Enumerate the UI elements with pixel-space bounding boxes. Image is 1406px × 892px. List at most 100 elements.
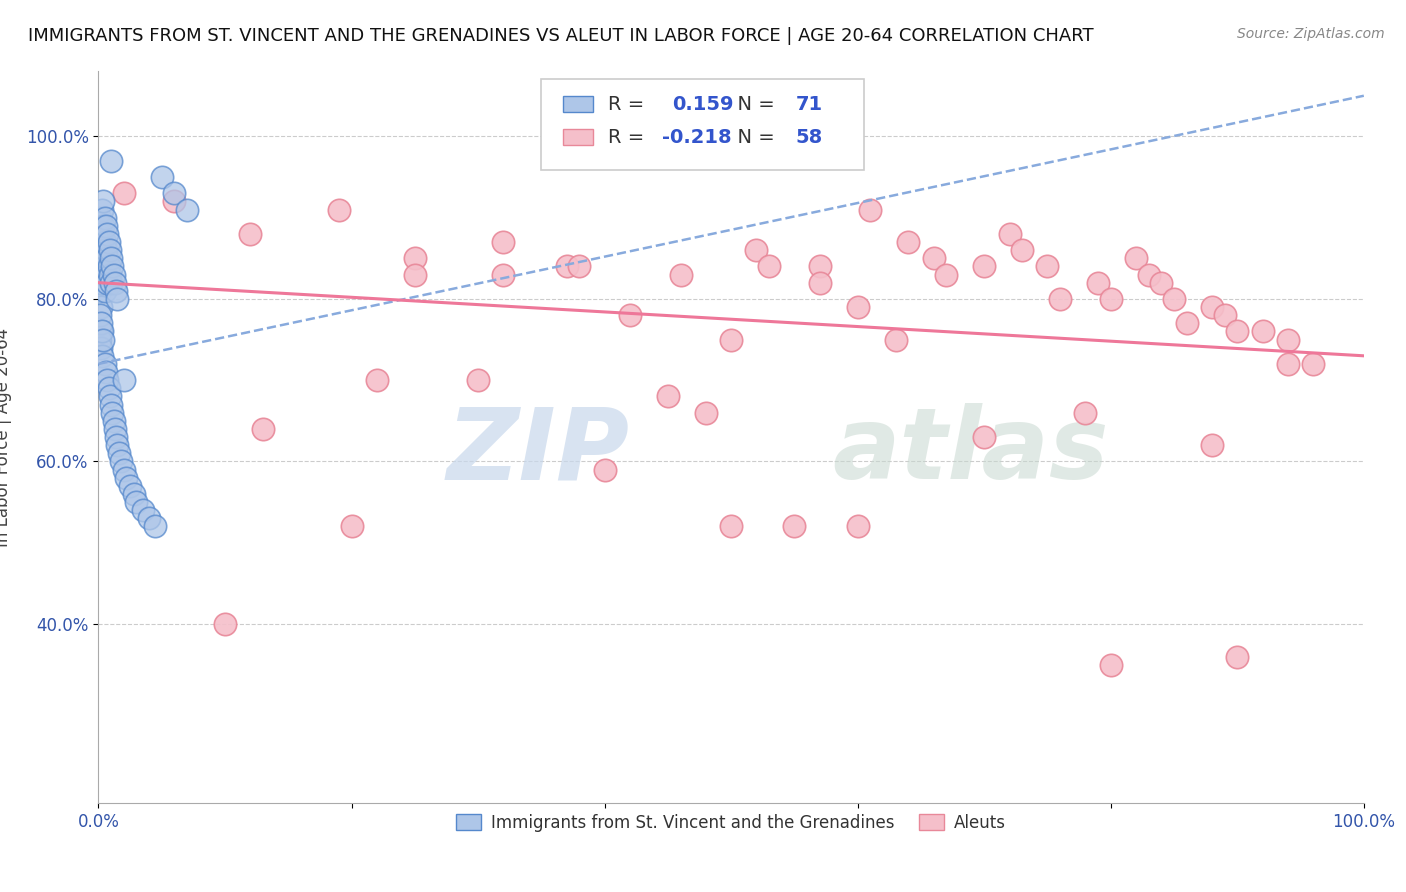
Point [783, 519, 806, 533]
Point [90, 300, 112, 314]
Point [90, 252, 112, 266]
Point [1074, 406, 1097, 420]
Point [89, 333, 111, 347]
Point [884, 333, 907, 347]
FancyBboxPatch shape [541, 78, 863, 170]
Text: N =: N = [725, 128, 780, 146]
Point [1087, 276, 1109, 290]
Point [808, 260, 831, 274]
Point [973, 260, 995, 274]
Point [132, 503, 155, 517]
Point [1163, 292, 1185, 306]
Point [568, 260, 591, 274]
Point [90, 227, 112, 241]
Point [720, 333, 742, 347]
Point [669, 268, 692, 282]
Point [93, 333, 115, 347]
Point [94, 365, 117, 379]
Point [93, 357, 117, 371]
FancyBboxPatch shape [562, 129, 593, 145]
Point [1175, 316, 1198, 330]
Point [125, 495, 148, 509]
Point [94, 268, 117, 282]
Point [91, 227, 114, 241]
Point [1125, 252, 1147, 266]
Point [720, 519, 742, 533]
Point [492, 235, 515, 249]
Point [90, 276, 112, 290]
Point [105, 284, 128, 298]
Point [120, 479, 141, 493]
Point [91, 252, 114, 266]
Point [91, 325, 114, 339]
Point [97, 235, 120, 249]
Point [122, 487, 145, 501]
Point [100, 153, 122, 168]
Point [808, 276, 831, 290]
Point [112, 373, 135, 387]
Point [98, 389, 121, 403]
Point [897, 235, 920, 249]
Point [252, 422, 274, 436]
Point [115, 471, 138, 485]
Point [163, 194, 186, 209]
Point [90, 325, 112, 339]
Y-axis label: In Labor Force | Age 20-64: In Labor Force | Age 20-64 [0, 327, 11, 547]
Point [93, 260, 117, 274]
Point [555, 260, 578, 274]
Point [98, 243, 121, 257]
Point [93, 194, 115, 209]
Point [89, 308, 111, 322]
Point [758, 260, 780, 274]
Point [1150, 276, 1173, 290]
Point [1226, 649, 1249, 664]
Point [1137, 268, 1160, 282]
Point [112, 186, 135, 201]
Point [90, 316, 112, 330]
Point [107, 292, 129, 306]
Point [1049, 292, 1071, 306]
Text: ZIP: ZIP [447, 403, 630, 500]
Point [145, 519, 166, 533]
Point [239, 227, 262, 241]
Text: atlas: atlas [832, 403, 1109, 500]
Point [93, 219, 115, 233]
Point [89, 235, 111, 249]
Point [93, 284, 117, 298]
Point [1099, 657, 1122, 672]
Point [100, 252, 122, 266]
Point [1226, 325, 1249, 339]
Point [593, 462, 616, 476]
Point [93, 235, 117, 249]
Point [366, 373, 388, 387]
Point [90, 341, 112, 355]
Point [93, 268, 115, 282]
Point [922, 252, 945, 266]
Point [93, 243, 115, 257]
Point [467, 373, 489, 387]
Point [328, 202, 350, 217]
Point [404, 252, 426, 266]
Point [138, 511, 160, 525]
Point [105, 430, 128, 444]
Text: IMMIGRANTS FROM ST. VINCENT AND THE GRENADINES VS ALEUT IN LABOR FORCE | AGE 20-: IMMIGRANTS FROM ST. VINCENT AND THE GREN… [28, 27, 1094, 45]
Point [101, 260, 124, 274]
Point [91, 349, 114, 363]
Point [103, 268, 125, 282]
Point [150, 169, 173, 184]
Point [846, 519, 869, 533]
Point [89, 284, 111, 298]
Point [1099, 292, 1122, 306]
Point [96, 276, 118, 290]
Point [214, 617, 236, 632]
Text: R =: R = [609, 95, 657, 114]
Point [100, 276, 122, 290]
Point [93, 211, 117, 225]
Point [1213, 308, 1236, 322]
Point [745, 243, 768, 257]
Text: -0.218: -0.218 [661, 128, 731, 146]
Point [1251, 325, 1274, 339]
Point [695, 406, 717, 420]
Point [112, 462, 135, 476]
Point [935, 268, 957, 282]
